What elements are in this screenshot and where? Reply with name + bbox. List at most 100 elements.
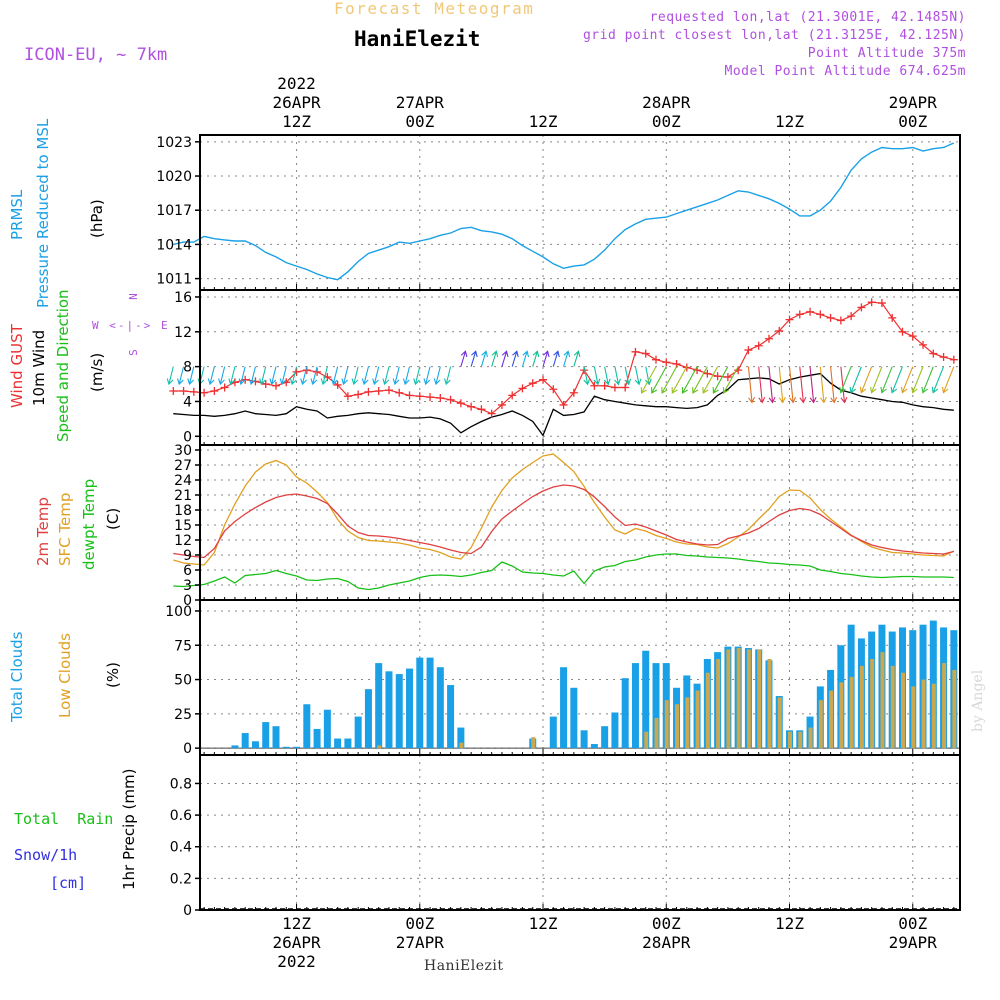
gust-marker <box>343 392 352 401</box>
y-tick-label: 1020 <box>156 169 192 185</box>
total-cloud-bar <box>262 722 270 749</box>
wind-direction-arrow <box>593 366 601 386</box>
total-cloud-bar <box>447 685 455 749</box>
time-label-line: 2022 <box>277 952 316 971</box>
wind-direction-arrow <box>692 366 708 394</box>
gust-marker <box>836 316 845 325</box>
wind-direction-arrow <box>644 366 652 386</box>
time-label-line: 27APR <box>395 93 444 112</box>
wind-direction-arrow <box>921 366 934 394</box>
gust-marker <box>631 347 640 356</box>
low-cloud-bar <box>377 745 382 749</box>
wind-direction-arrow <box>840 366 848 404</box>
gust-marker <box>436 393 445 402</box>
time-label-line: 12Z <box>282 914 311 933</box>
time-label: 00Z 28APR <box>621 914 711 952</box>
time-label-line: 26APR <box>272 93 321 112</box>
gust-marker <box>754 341 763 350</box>
wind-direction-arrow <box>563 350 571 367</box>
gust-marker <box>415 392 424 401</box>
wind-direction-arrow <box>839 366 852 394</box>
time-label-line: 12Z <box>282 112 311 131</box>
wind-direction-arrow <box>640 366 657 394</box>
wind-direction-arrow <box>799 366 807 404</box>
wind-direction-arrow <box>830 366 838 404</box>
grid-point-coords: grid point closest lon,lat (21.3125E, 42… <box>582 28 966 43</box>
time-label: 12Z <box>498 914 588 933</box>
wind-direction-arrow <box>712 366 729 394</box>
wind-direction-arrow <box>341 366 349 386</box>
wind-direction-arrow <box>433 366 441 386</box>
gust-marker <box>518 384 527 393</box>
total-cloud-bar <box>549 716 557 749</box>
wind-direction-arrow <box>269 366 277 386</box>
low-cloud-bar <box>685 697 690 749</box>
time-label: 29APR 00Z <box>868 93 958 131</box>
time-label: 00Z 29APR <box>868 914 958 952</box>
footer-station: HaniElezit <box>424 958 504 974</box>
gust-marker <box>272 381 280 390</box>
wind-direction-arrow <box>532 350 540 367</box>
wind-direction-arrow <box>279 366 287 386</box>
label-total: Total <box>14 810 60 828</box>
y-tick-label: 25 <box>174 707 192 723</box>
low-cloud-bar <box>664 700 669 749</box>
total-cloud-bar <box>436 667 444 749</box>
y-tick-label: 0 <box>183 593 192 609</box>
y-tick-label: 1014 <box>156 237 192 253</box>
low-cloud-bar <box>880 652 885 749</box>
time-label: 12Z <box>745 112 835 131</box>
gust-marker <box>641 349 650 358</box>
wind-direction-arrow <box>331 366 339 386</box>
wind-direction-arrow <box>941 366 955 394</box>
low-cloud-bar <box>459 742 464 749</box>
gust-marker <box>549 385 558 394</box>
gust-marker <box>559 400 568 409</box>
low-cloud-bar <box>644 731 649 749</box>
y-tick-label: 0.6 <box>170 808 192 824</box>
low-cloud-bar <box>716 658 721 749</box>
low-cloud-bar <box>788 731 793 749</box>
gust-marker <box>364 387 373 396</box>
y-tick-label: 50 <box>174 673 192 689</box>
wind-direction-arrow <box>228 366 236 386</box>
gust-marker <box>888 313 897 322</box>
wind-direction-arrow <box>310 366 318 386</box>
station-title: HaniElezit <box>354 27 481 51</box>
low-cloud-bar <box>890 665 895 749</box>
low-cloud-bar <box>726 649 731 749</box>
panel-frame-wind <box>199 289 961 446</box>
y-tick-label: 12 <box>174 325 192 341</box>
wind-direction-arrow <box>890 366 903 394</box>
total-cloud-bar <box>303 704 311 749</box>
time-label: 00Z 27APR <box>375 914 465 952</box>
gust-marker <box>384 386 393 395</box>
wind-direction-arrow <box>671 366 688 394</box>
total-cloud-bar <box>570 687 578 749</box>
wind-direction-arrow <box>681 366 698 394</box>
total-cloud-bar <box>652 663 660 749</box>
time-label-line: 00Z <box>651 112 681 131</box>
gust-marker <box>723 373 732 382</box>
time-label-line: 29APR <box>888 933 937 952</box>
wind-direction-arrow <box>880 366 893 394</box>
wind-direction-arrow <box>382 366 390 386</box>
y-tick-label: 6 <box>183 563 192 579</box>
wind-direction-arrow <box>809 366 817 404</box>
low-cloud-bar <box>818 700 823 749</box>
low-cloud-bar <box>829 690 834 749</box>
low-cloud-bar <box>695 690 700 749</box>
gust-marker <box>374 387 383 396</box>
wind-direction-arrow <box>747 366 755 404</box>
low-cloud-bar <box>705 672 710 749</box>
wind-direction-arrow <box>583 366 591 386</box>
wind-direction-arrow <box>511 350 519 367</box>
watermark: by Angel <box>970 669 986 732</box>
gust-marker <box>200 388 209 397</box>
temperature-panel <box>173 453 955 591</box>
wind-direction-arrow <box>778 366 786 404</box>
wind-direction-arrow <box>320 366 328 386</box>
gust-marker <box>508 391 517 400</box>
wind-direction-arrow <box>402 366 411 386</box>
